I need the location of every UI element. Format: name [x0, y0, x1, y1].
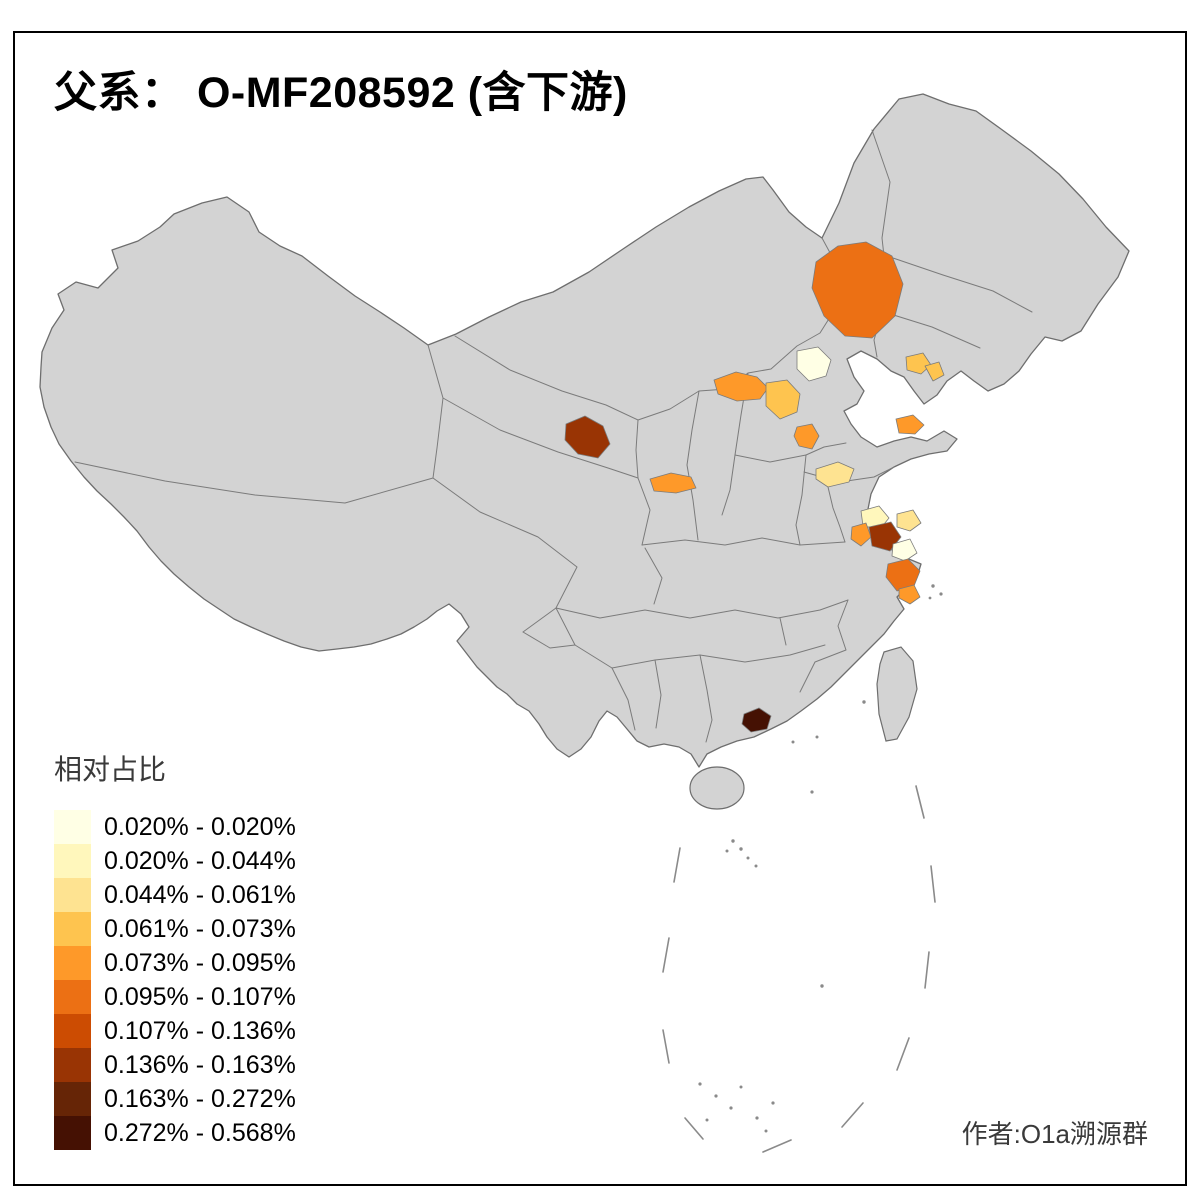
legend-class-label: 0.020% - 0.044%	[104, 846, 296, 875]
legend-color-swatch	[54, 878, 91, 912]
legend-row: 0.163% - 0.272%	[54, 1082, 296, 1116]
region-jiangsu-north	[815, 461, 855, 488]
legend-row: 0.095% - 0.107%	[54, 980, 296, 1014]
province-boundaries	[74, 129, 1033, 743]
islands	[689, 646, 918, 810]
legend-class-label: 0.107% - 0.136%	[104, 1016, 296, 1045]
region-liaoning-west	[905, 352, 932, 375]
legend-class-label: 0.163% - 0.272%	[104, 1084, 296, 1113]
legend-items: 0.020% - 0.020% 0.020% - 0.044% 0.044% -…	[54, 810, 296, 1150]
legend-class-label: 0.061% - 0.073%	[104, 914, 296, 943]
legend-row: 0.107% - 0.136%	[54, 1014, 296, 1048]
author-credit: 作者:O1a溯源群	[961, 1119, 1148, 1149]
legend-color-swatch	[54, 980, 91, 1014]
region-shijiazhuang	[793, 423, 820, 450]
taiwan-island	[876, 646, 918, 742]
legend-row: 0.136% - 0.163%	[54, 1048, 296, 1082]
region-gansu-lanzhou	[564, 415, 611, 459]
nine-dash-line	[662, 785, 936, 1153]
small-islands	[698, 584, 943, 1133]
legend-color-swatch	[54, 946, 91, 980]
region-pearl-river-delta	[741, 707, 772, 733]
legend-color-swatch	[54, 1116, 91, 1150]
legend-color-swatch	[54, 1014, 91, 1048]
region-inner-mongolia-east	[811, 241, 904, 339]
legend-row: 0.020% - 0.020%	[54, 810, 296, 844]
legend-color-swatch	[54, 844, 91, 878]
region-zhangjiakou	[713, 371, 769, 402]
legend-row: 0.272% - 0.568%	[54, 1116, 296, 1150]
legend-row: 0.044% - 0.061%	[54, 878, 296, 912]
region-nanjing	[850, 522, 872, 547]
legend-title: 相对占比	[54, 754, 167, 785]
plot-title: 父系： O-MF208592 (含下游)	[54, 69, 628, 117]
legend-class-label: 0.044% - 0.061%	[104, 880, 296, 909]
region-ningbo-shaoxing	[898, 584, 921, 605]
legend-class-label: 0.095% - 0.107%	[104, 982, 296, 1011]
legend-row: 0.020% - 0.044%	[54, 844, 296, 878]
legend-class-label: 0.136% - 0.163%	[104, 1050, 296, 1079]
region-nantong	[896, 509, 922, 532]
region-suzhou	[891, 538, 918, 562]
region-baoding	[765, 379, 801, 420]
hainan-island	[689, 766, 745, 810]
legend-class-label: 0.073% - 0.095%	[104, 948, 296, 977]
legend-row: 0.073% - 0.095%	[54, 946, 296, 980]
legend-class-label: 0.272% - 0.568%	[104, 1118, 296, 1147]
region-beijing	[796, 346, 832, 382]
legend-color-swatch	[54, 1082, 91, 1116]
region-liaoning-south	[924, 361, 945, 382]
legend: 相对占比 0.020% - 0.020% 0.020% - 0.044% 0.0…	[54, 748, 296, 1150]
legend-row: 0.061% - 0.073%	[54, 912, 296, 946]
legend-class-label: 0.020% - 0.020%	[104, 812, 296, 841]
region-shandong-east	[895, 414, 925, 435]
choropleth-regions	[564, 241, 945, 733]
legend-color-swatch	[54, 810, 91, 844]
legend-color-swatch	[54, 912, 91, 946]
region-shaanxi-guanzhong	[649, 472, 697, 494]
legend-color-swatch	[54, 1048, 91, 1082]
